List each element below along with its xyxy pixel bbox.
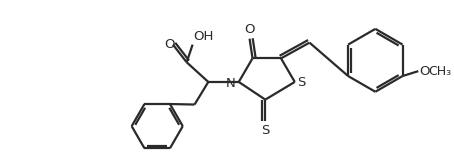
Text: O: O	[244, 23, 255, 36]
Text: O: O	[419, 65, 430, 78]
Text: S: S	[261, 124, 270, 137]
Text: OH: OH	[193, 30, 214, 43]
Text: CH₃: CH₃	[428, 65, 451, 78]
Text: O: O	[165, 38, 175, 51]
Text: N: N	[226, 77, 236, 90]
Text: S: S	[297, 76, 305, 89]
